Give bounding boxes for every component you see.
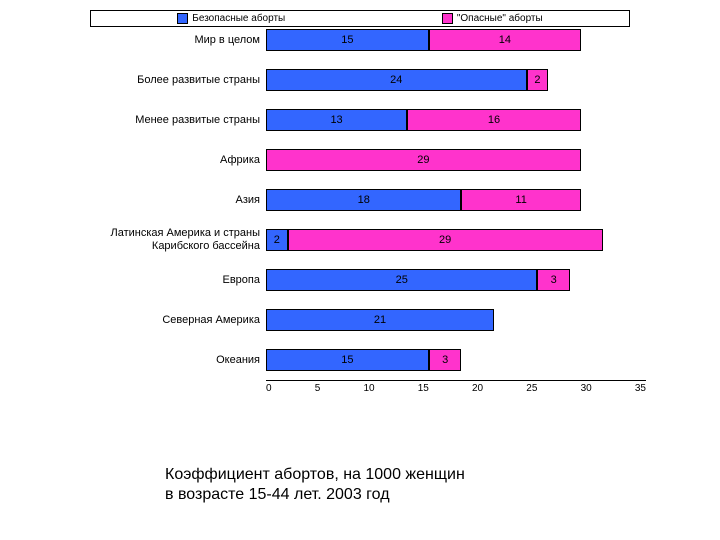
chart-row: Мир в целом1514 <box>90 20 650 60</box>
bar-segment-unsafe: 2 <box>527 69 549 91</box>
chart-row: Европа253 <box>90 260 650 300</box>
category-label: Африка <box>90 154 266 167</box>
chart-row: Африка29 <box>90 140 650 180</box>
bar-segment-safe: 25 <box>266 269 537 291</box>
bar-plot: 21 <box>266 300 646 340</box>
bar-track: 242 <box>266 69 548 91</box>
axis-tick: 25 <box>526 383 537 394</box>
bar-segment-unsafe: 14 <box>429 29 581 51</box>
bar-segment-unsafe: 3 <box>537 269 570 291</box>
bar-track: 29 <box>266 149 581 171</box>
bar-plot: 1316 <box>266 100 646 140</box>
axis-tick: 20 <box>472 383 483 394</box>
bar-plot: 229 <box>266 220 646 260</box>
category-label: Более развитые страны <box>90 74 266 87</box>
category-label: Менее развитые страны <box>90 114 266 127</box>
axis-tick: 30 <box>581 383 592 394</box>
bar-segment-unsafe: 16 <box>407 109 581 131</box>
caption-line-1: Коэффициент абортов, на 1000 женщин <box>165 466 465 483</box>
bar-track: 1316 <box>266 109 581 131</box>
bar-segment-unsafe: 11 <box>461 189 580 211</box>
axis-tick: 5 <box>315 383 321 394</box>
category-label: Азия <box>90 194 266 207</box>
bar-track: 153 <box>266 349 461 371</box>
category-label: Европа <box>90 274 266 287</box>
axis-line <box>266 380 646 381</box>
chart-row: Менее развитые страны1316 <box>90 100 650 140</box>
chart-row: Азия1811 <box>90 180 650 220</box>
category-label: Мир в целом <box>90 34 266 47</box>
chart-row: Океания153 <box>90 340 650 380</box>
bar-segment-unsafe: 3 <box>429 349 462 371</box>
caption-line-2: в возрасте 15-44 лет. 2003 год <box>165 486 390 503</box>
chart-caption: Коэффициент абортов, на 1000 женщин в во… <box>165 465 465 505</box>
x-axis: 0 5 10 15 20 25 30 35 <box>266 380 646 394</box>
bar-track: 1811 <box>266 189 581 211</box>
bar-track: 1514 <box>266 29 581 51</box>
bar-segment-unsafe: 29 <box>288 229 603 251</box>
bar-segment-safe: 21 <box>266 309 494 331</box>
bar-plot: 242 <box>266 60 646 100</box>
bar-plot: 29 <box>266 140 646 180</box>
bar-plot: 153 <box>266 340 646 380</box>
bar-track: 229 <box>266 229 603 251</box>
chart-row: Латинская Америка и страны Карибского ба… <box>90 220 650 260</box>
axis-tick: 0 <box>266 383 272 394</box>
bar-track: 253 <box>266 269 570 291</box>
category-label: Северная Америка <box>90 314 266 327</box>
bar-plot: 1514 <box>266 20 646 60</box>
axis-tick: 35 <box>635 383 646 394</box>
bar-track: 21 <box>266 309 494 331</box>
bar-segment-safe: 13 <box>266 109 407 131</box>
category-label: Океания <box>90 354 266 367</box>
chart-rows: Мир в целом1514Более развитые страны242М… <box>90 20 650 380</box>
bar-segment-safe: 15 <box>266 29 429 51</box>
bar-segment-unsafe: 29 <box>266 149 581 171</box>
bar-segment-safe: 2 <box>266 229 288 251</box>
chart-row: Более развитые страны242 <box>90 60 650 100</box>
bar-segment-safe: 18 <box>266 189 461 211</box>
category-label: Латинская Америка и страны Карибского ба… <box>90 227 266 252</box>
bar-plot: 253 <box>266 260 646 300</box>
axis-ticks: 0 5 10 15 20 25 30 35 <box>266 383 646 394</box>
bar-segment-safe: 24 <box>266 69 527 91</box>
axis-tick: 10 <box>363 383 374 394</box>
bar-segment-safe: 15 <box>266 349 429 371</box>
bar-chart: Мир в целом1514Более развитые страны242М… <box>90 20 650 394</box>
bar-plot: 1811 <box>266 180 646 220</box>
chart-row: Северная Америка21 <box>90 300 650 340</box>
axis-tick: 15 <box>418 383 429 394</box>
